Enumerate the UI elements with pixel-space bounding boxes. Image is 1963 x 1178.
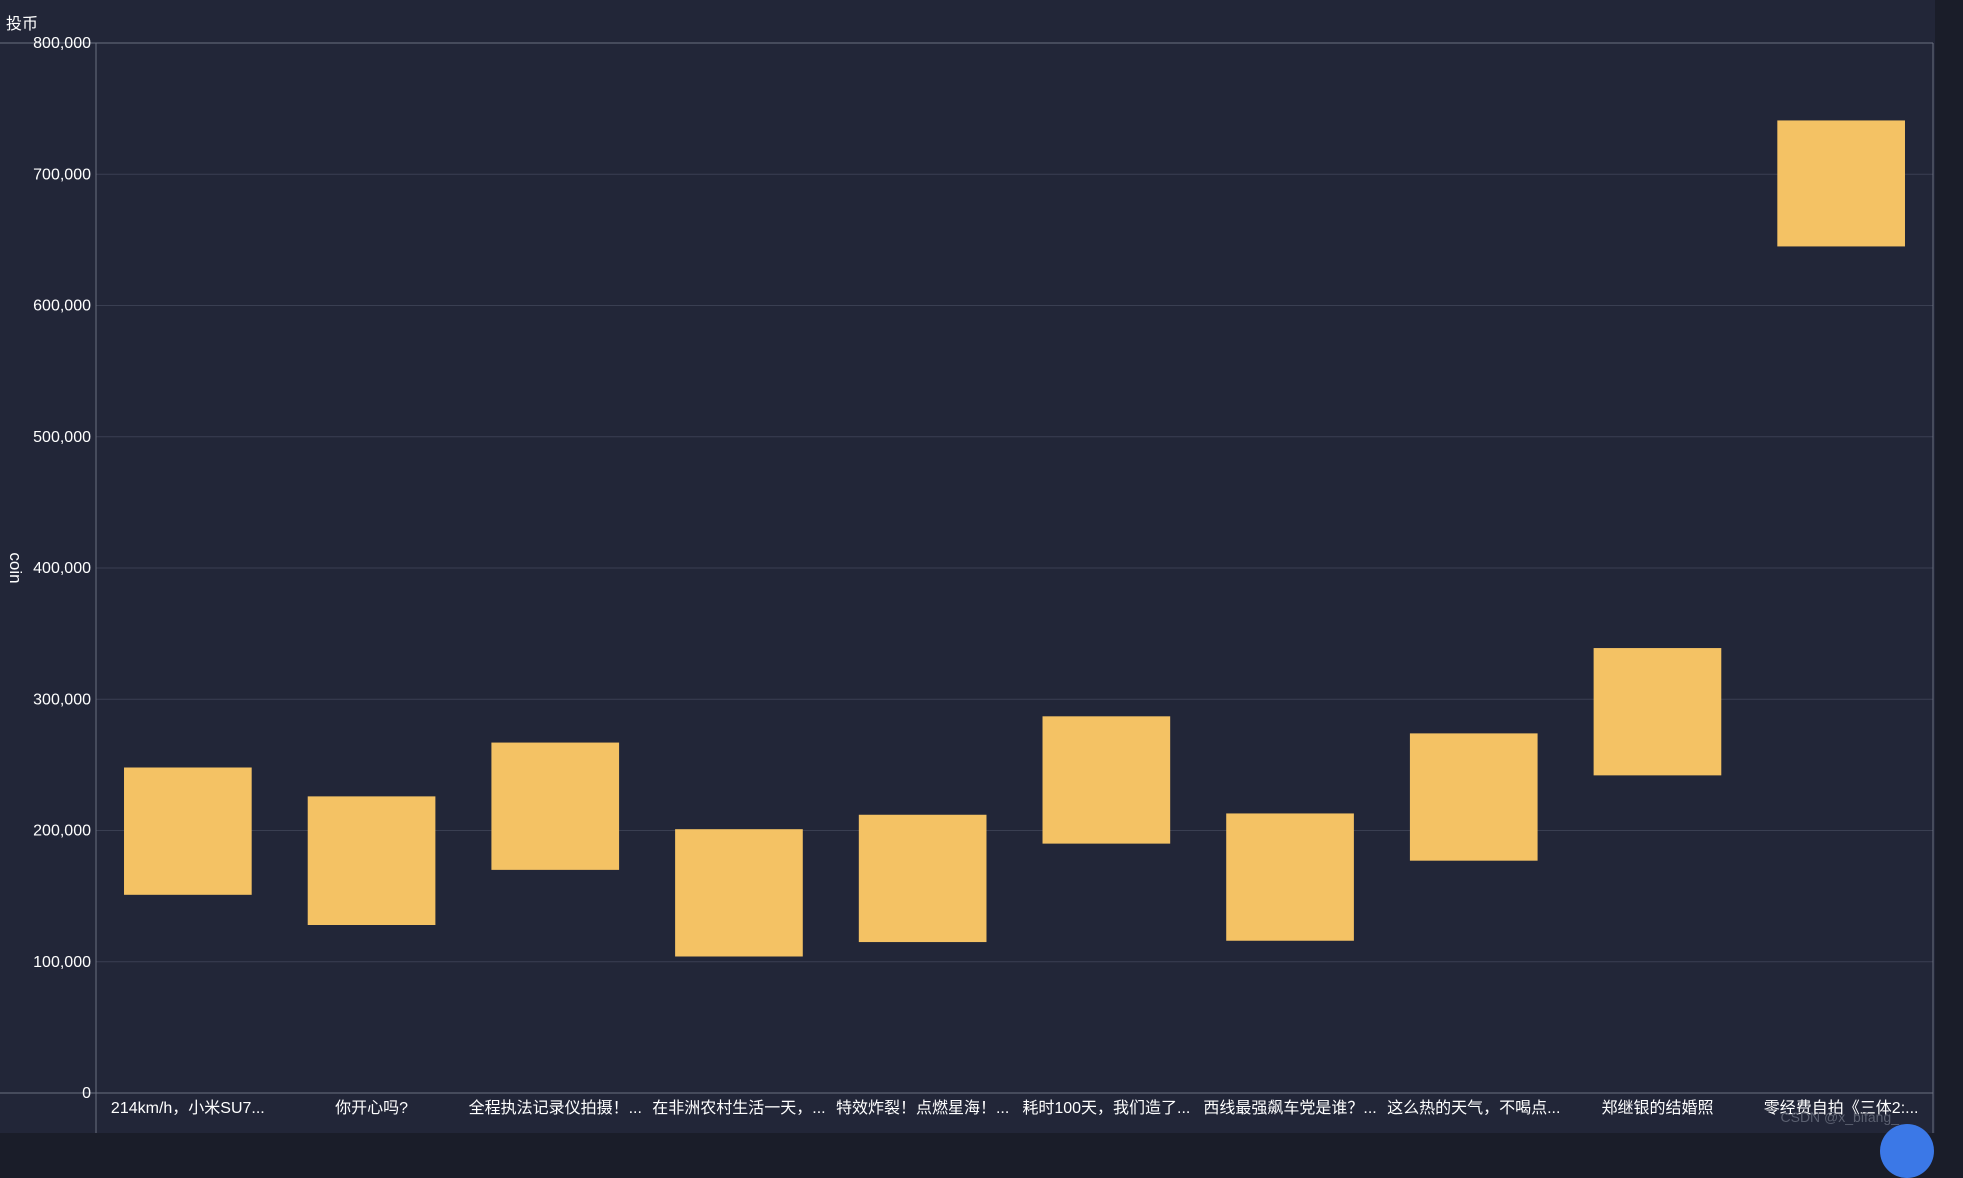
data-box[interactable] <box>1042 716 1171 844</box>
data-box[interactable] <box>675 829 803 957</box>
x-tick-label: 郑继银的结婚照 <box>1601 1099 1713 1117</box>
x-tick-label: 这么热的天气，不喝点... <box>1387 1099 1560 1117</box>
data-box[interactable] <box>1226 813 1354 941</box>
y-tick-label: 700,000 <box>33 166 91 183</box>
window-edge <box>1935 0 1963 1133</box>
x-tick-label: 在非洲农村生活一天，... <box>652 1099 825 1117</box>
data-box[interactable] <box>1777 120 1905 247</box>
x-tick-label: 西线最强飙车党是谁？... <box>1203 1099 1376 1117</box>
y-tick-label: 600,000 <box>33 298 91 315</box>
data-box[interactable] <box>491 742 620 870</box>
data-box[interactable] <box>124 767 252 895</box>
y-tick-label: 800,000 <box>33 35 91 52</box>
y-tick-label: 300,000 <box>33 691 91 708</box>
x-tick-label: 耗时100天，我们造了... <box>1022 1099 1190 1117</box>
x-tick-label: 特效炸裂！点燃星海！... <box>836 1099 1009 1117</box>
watermark: CSDN @x_bifang_ <box>1780 1109 1900 1125</box>
y-axis-label: coin <box>6 552 25 583</box>
data-boxes <box>124 120 1905 957</box>
axes <box>0 42 1934 1133</box>
chart-title: 投币 <box>6 16 39 33</box>
data-box[interactable] <box>1409 733 1538 861</box>
y-tick-label: 400,000 <box>33 560 91 577</box>
y-tick-label: 0 <box>82 1085 91 1102</box>
x-tick-label: 214km/h，小米SU7... <box>111 1099 265 1117</box>
y-tick-label: 200,000 <box>33 823 91 840</box>
tick-labels: 0 100,000 200,000 300,000 400,000 500,000 600,… <box>6 35 1918 1117</box>
y-tick-label: 100,000 <box>33 954 91 971</box>
floating-action-button[interactable] <box>1880 1124 1934 1178</box>
y-tick-label: 500,000 <box>33 429 91 446</box>
x-tick-label: 你开心吗? <box>335 1099 408 1117</box>
data-box[interactable] <box>1593 648 1722 776</box>
chart-canvas: 0 100,000 200,000 300,000 400,000 500,000 600,… <box>0 35 1934 1133</box>
data-box[interactable] <box>858 814 987 943</box>
data-box[interactable] <box>307 796 436 925</box>
chart-area: 投币 0 100,000 200,000 300,000 400,000 500,000 6… <box>0 0 1935 1133</box>
x-tick-label: 零经费自拍《三体2:... <box>1764 1099 1919 1117</box>
x-tick-label: 全程执法记录仪拍摄！... <box>469 1099 642 1117</box>
